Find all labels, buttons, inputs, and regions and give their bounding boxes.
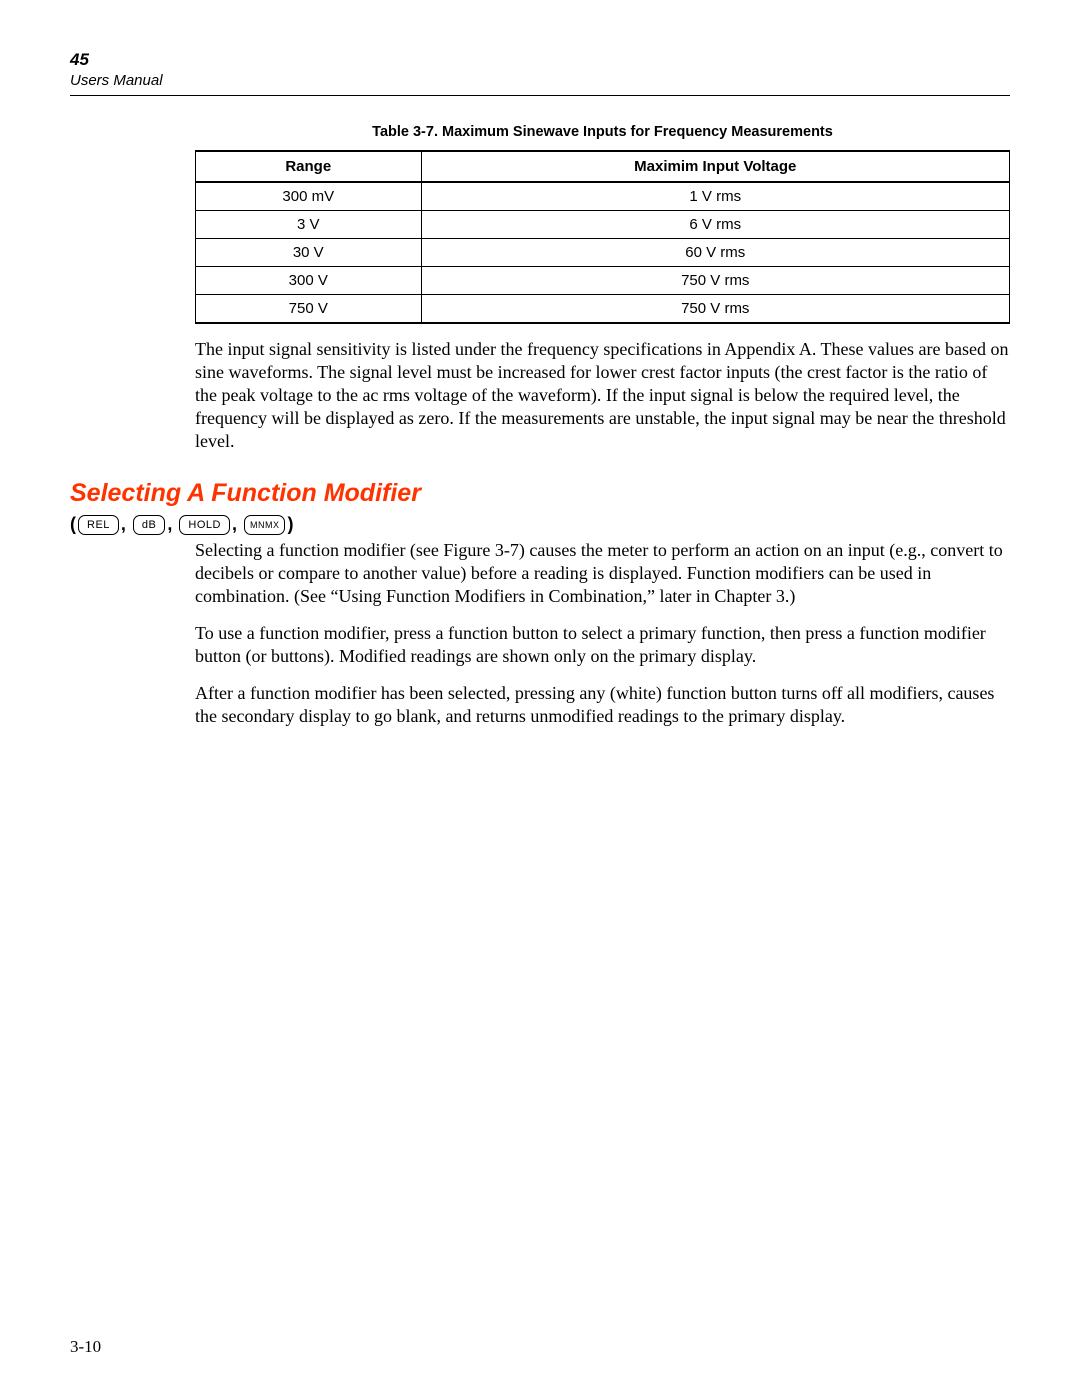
sinewave-input-table: Range Maximim Input Voltage 300 mV 1 V r… (195, 150, 1010, 324)
comma: , (121, 514, 131, 535)
table-row: 3 V 6 V rms (196, 211, 1010, 239)
cell-voltage: 750 V rms (421, 295, 1009, 324)
cell-voltage: 1 V rms (421, 182, 1009, 211)
table-caption: Table 3-7. Maximum Sinewave Inputs for F… (195, 124, 1010, 140)
table-row: 300 V 750 V rms (196, 267, 1010, 295)
table-row: 750 V 750 V rms (196, 295, 1010, 324)
modifier-key-row: ( REL , dB , HOLD , MNMX ) (70, 514, 1010, 535)
paren-close: ) (287, 514, 293, 535)
cell-range: 300 mV (196, 182, 422, 211)
cell-range: 750 V (196, 295, 422, 324)
cell-range: 300 V (196, 267, 422, 295)
table-header-row: Range Maximim Input Voltage (196, 151, 1010, 182)
paragraph-modifier-use: To use a function modifier, press a func… (195, 622, 1010, 668)
paragraph-sensitivity: The input signal sensitivity is listed u… (195, 338, 1010, 453)
cell-range: 30 V (196, 239, 422, 267)
content-area: Table 3-7. Maximum Sinewave Inputs for F… (195, 124, 1010, 728)
paragraph-modifier-intro: Selecting a function modifier (see Figur… (195, 539, 1010, 608)
key-hold: HOLD (179, 515, 230, 535)
page-header: 45 Users Manual (70, 50, 1010, 96)
paragraph-modifier-after: After a function modifier has been selec… (195, 682, 1010, 728)
key-db: dB (133, 515, 165, 535)
key-rel: REL (78, 515, 119, 535)
col-range: Range (196, 151, 422, 182)
page-number: 3-10 (70, 1337, 101, 1357)
col-max-input: Maximim Input Voltage (421, 151, 1009, 182)
model-number: 45 (70, 50, 1010, 70)
cell-range: 3 V (196, 211, 422, 239)
header-rule (70, 95, 1010, 96)
section-heading: Selecting A Function Modifier (70, 479, 1010, 508)
comma: , (232, 514, 242, 535)
table-row: 30 V 60 V rms (196, 239, 1010, 267)
cell-voltage: 6 V rms (421, 211, 1009, 239)
cell-voltage: 60 V rms (421, 239, 1009, 267)
key-mnmx: MNMX (244, 515, 286, 535)
page: 45 Users Manual Table 3-7. Maximum Sinew… (0, 0, 1080, 1397)
cell-voltage: 750 V rms (421, 267, 1009, 295)
manual-label: Users Manual (70, 72, 1010, 89)
paren-open: ( (70, 514, 76, 535)
comma: , (167, 514, 177, 535)
table-row: 300 mV 1 V rms (196, 182, 1010, 211)
